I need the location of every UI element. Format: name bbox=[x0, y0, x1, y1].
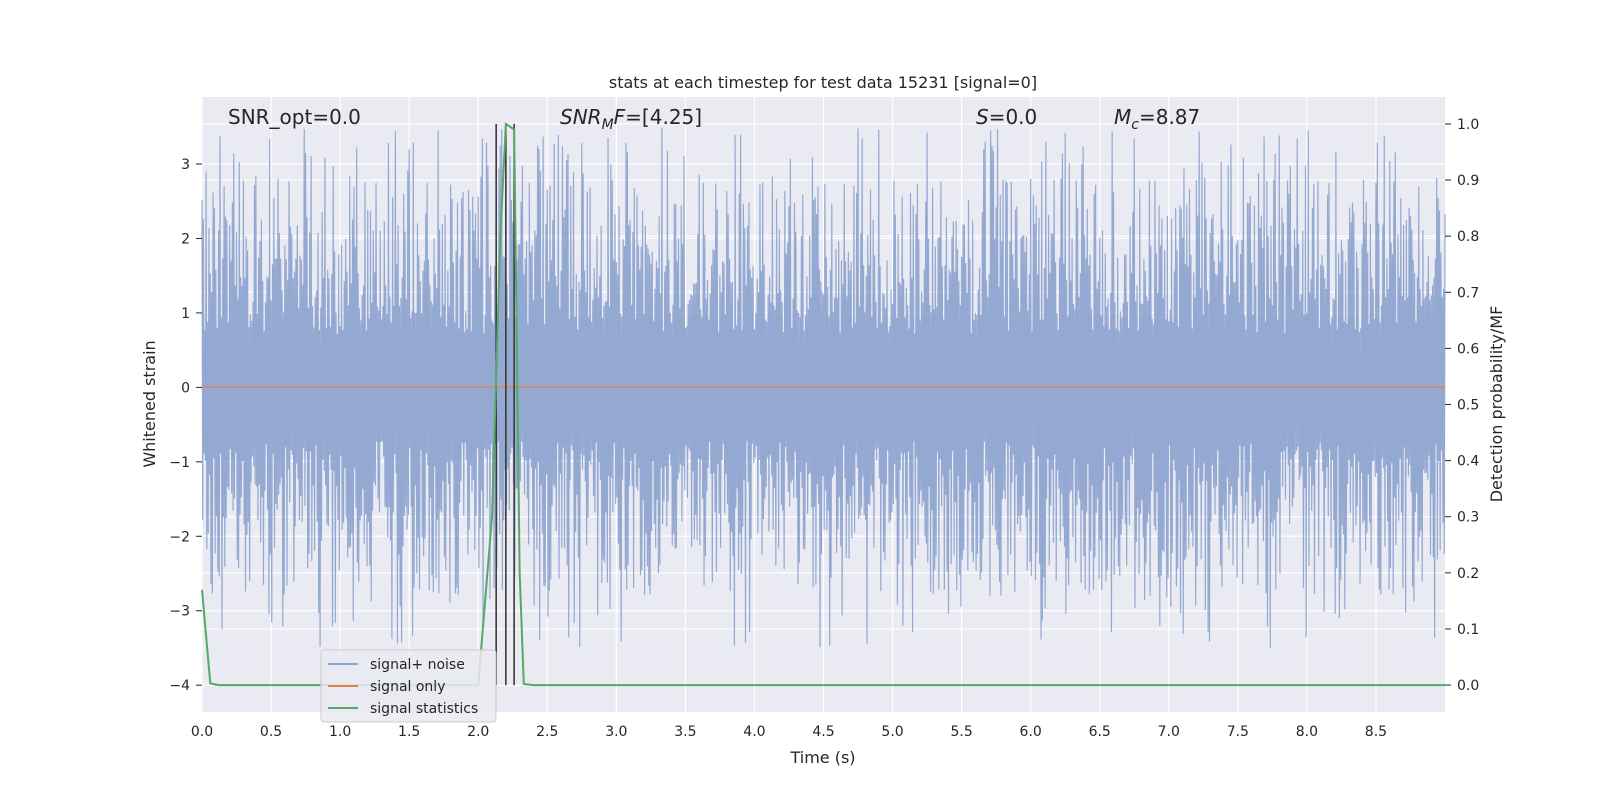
y2-tick-label: 0.4 bbox=[1457, 454, 1479, 470]
y-tick-label: −1 bbox=[169, 455, 190, 471]
y2-tick-label: 0.1 bbox=[1457, 622, 1479, 638]
annotation-s: S=0.0 bbox=[976, 105, 1037, 129]
series-signal-noise bbox=[201, 127, 1446, 648]
y2-tick-label: 0.7 bbox=[1457, 285, 1479, 301]
legend: signal+ noise signal only signal statist… bbox=[320, 649, 497, 723]
x-tick-label: 2.5 bbox=[536, 724, 558, 740]
y-tick-label: 3 bbox=[181, 157, 190, 173]
x-tick-label: 1.5 bbox=[398, 724, 420, 740]
y2-axis-ticks: 1.0 0.9 0.8 0.7 0.6 0.5 0.4 0.3 0.2 0.1 0.0 bbox=[1445, 117, 1479, 694]
y2-tick-label: 1.0 bbox=[1457, 117, 1479, 133]
y-tick-label: −3 bbox=[169, 604, 190, 620]
noise-line bbox=[201, 127, 1446, 648]
s-symbol: S bbox=[976, 105, 989, 129]
x-tick-label: 6.0 bbox=[1020, 724, 1042, 740]
x-tick-label: 3.0 bbox=[605, 724, 627, 740]
y2-tick-label: 0.0 bbox=[1457, 678, 1479, 694]
x-axis-label: Time (s) bbox=[789, 748, 855, 767]
mc-symbol: M bbox=[1114, 105, 1131, 129]
x-tick-label: 7.5 bbox=[1227, 724, 1249, 740]
y-tick-label: 2 bbox=[181, 231, 190, 247]
x-tick-label: 5.5 bbox=[950, 724, 972, 740]
y2-tick-label: 0.2 bbox=[1457, 566, 1479, 582]
y-axis-label: Whitened strain bbox=[140, 340, 159, 467]
x-tick-label: 7.0 bbox=[1158, 724, 1180, 740]
chart-title: stats at each timestep for test data 152… bbox=[609, 73, 1037, 92]
y2-tick-label: 0.9 bbox=[1457, 173, 1479, 189]
y-tick-label: −2 bbox=[169, 529, 190, 545]
snr-mf-value: =[4.25] bbox=[625, 105, 702, 129]
legend-label-signal-only: signal only bbox=[370, 679, 445, 695]
x-tick-label: 0.0 bbox=[191, 724, 213, 740]
y2-tick-label: 0.6 bbox=[1457, 341, 1479, 357]
signal-statistics-line bbox=[201, 122, 1445, 687]
annotation-mc: Mc=8.87 bbox=[1114, 105, 1200, 133]
y2-tick-label: 0.5 bbox=[1457, 398, 1479, 414]
x-tick-label: 6.5 bbox=[1089, 724, 1111, 740]
s-value: =0.0 bbox=[989, 105, 1038, 129]
x-tick-label: 2.0 bbox=[467, 724, 489, 740]
x-tick-label: 5.0 bbox=[881, 724, 903, 740]
annotation-snr-mf: SNRMF=[4.25] bbox=[560, 105, 702, 133]
x-tick-label: 4.5 bbox=[812, 724, 834, 740]
y2-tick-label: 0.3 bbox=[1457, 510, 1479, 526]
mc-subscript: c bbox=[1131, 117, 1139, 133]
x-tick-label: 8.0 bbox=[1296, 724, 1318, 740]
mc-value: =8.87 bbox=[1139, 105, 1200, 129]
snr-mf-subscript: M bbox=[602, 117, 614, 133]
legend-label-signal-noise: signal+ noise bbox=[370, 657, 465, 673]
x-tick-label: 4.0 bbox=[743, 724, 765, 740]
x-tick-label: 8.5 bbox=[1365, 724, 1387, 740]
y2-tick-label: 0.8 bbox=[1457, 229, 1479, 245]
x-tick-label: 3.5 bbox=[674, 724, 696, 740]
x-axis-ticks: 0.0 0.5 1.0 1.5 2.0 2.5 3.0 3.5 4.0 4.5 5.0 5.5 6.0 6… bbox=[191, 724, 1387, 740]
y-axis-ticks: 3 2 1 0 −1 −2 −3 −4 bbox=[169, 157, 202, 694]
snr-mf-symbol: SNR bbox=[560, 105, 602, 129]
annotation-snr-opt: SNR_opt=0.0 bbox=[228, 105, 361, 129]
y2-axis-label: Detection probability/MF bbox=[1487, 306, 1506, 503]
y-tick-label: −4 bbox=[169, 678, 190, 694]
x-tick-label: 1.0 bbox=[329, 724, 351, 740]
y-tick-label: 1 bbox=[181, 306, 190, 322]
snr-mf-f: F bbox=[614, 105, 626, 129]
y-tick-label: 0 bbox=[181, 380, 190, 396]
series-signal-statistics bbox=[201, 122, 1445, 687]
x-tick-label: 0.5 bbox=[260, 724, 282, 740]
legend-box bbox=[320, 649, 497, 723]
legend-label-signal-statistics: signal statistics bbox=[370, 701, 478, 717]
